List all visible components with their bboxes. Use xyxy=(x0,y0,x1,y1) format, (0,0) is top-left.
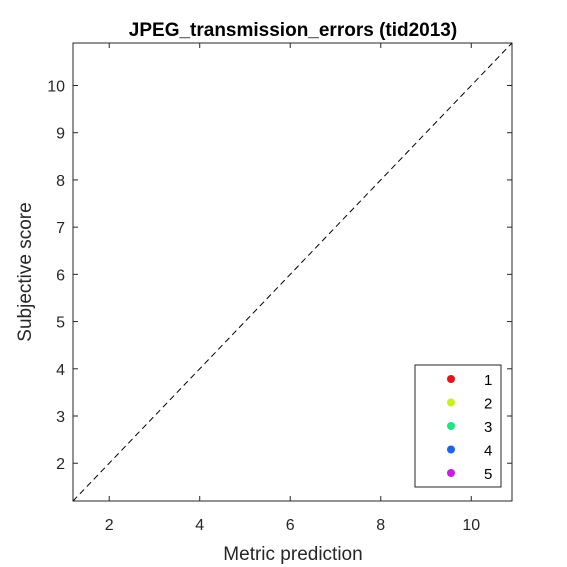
legend-marker-1 xyxy=(447,375,455,383)
y-tick-label: 9 xyxy=(56,126,65,143)
x-axis-ticks: 2 4 6 8 10 xyxy=(105,43,480,534)
y-tick-label: 6 xyxy=(56,267,65,284)
y-tick-label: 3 xyxy=(56,409,65,426)
y-tick-label: 8 xyxy=(56,173,65,190)
x-tick-label: 6 xyxy=(286,517,295,534)
x-tick-label: 8 xyxy=(376,517,385,534)
diagonal-reference-line xyxy=(72,42,513,502)
y-tick-label: 10 xyxy=(47,78,65,95)
x-axis-label: Metric prediction xyxy=(223,544,362,565)
chart-title: JPEG_transmission_errors (tid2013) xyxy=(129,20,457,41)
legend-marker-2 xyxy=(447,398,455,407)
y-tick-label: 5 xyxy=(56,315,65,332)
y-axis-ticks: 2 3 4 5 6 7 8 9 10 xyxy=(47,78,512,473)
x-tick-label: 2 xyxy=(105,517,114,534)
y-tick-label: 4 xyxy=(56,362,65,379)
legend: 1 2 3 4 5 xyxy=(414,364,502,488)
legend-label-5: 5 xyxy=(484,466,492,483)
legend-marker-3 xyxy=(447,422,455,430)
legend-marker-5 xyxy=(447,469,455,477)
y-tick-label: 7 xyxy=(56,220,65,237)
plot-area: 2 4 6 8 10 2 3 4 5 6 7 8 9 10 xyxy=(47,42,513,534)
legend-box xyxy=(414,364,502,488)
y-tick-label: 2 xyxy=(56,456,65,473)
legend-marker-4 xyxy=(447,445,455,454)
legend-label-1: 1 xyxy=(484,372,492,389)
legend-label-3: 3 xyxy=(484,419,492,436)
legend-label-4: 4 xyxy=(484,443,492,460)
legend-entries: 1 2 3 4 5 xyxy=(447,372,492,483)
x-tick-label: 10 xyxy=(462,517,480,534)
legend-label-2: 2 xyxy=(484,396,492,413)
y-axis-label: Subjective score xyxy=(15,202,36,341)
x-tick-label: 4 xyxy=(195,517,204,534)
